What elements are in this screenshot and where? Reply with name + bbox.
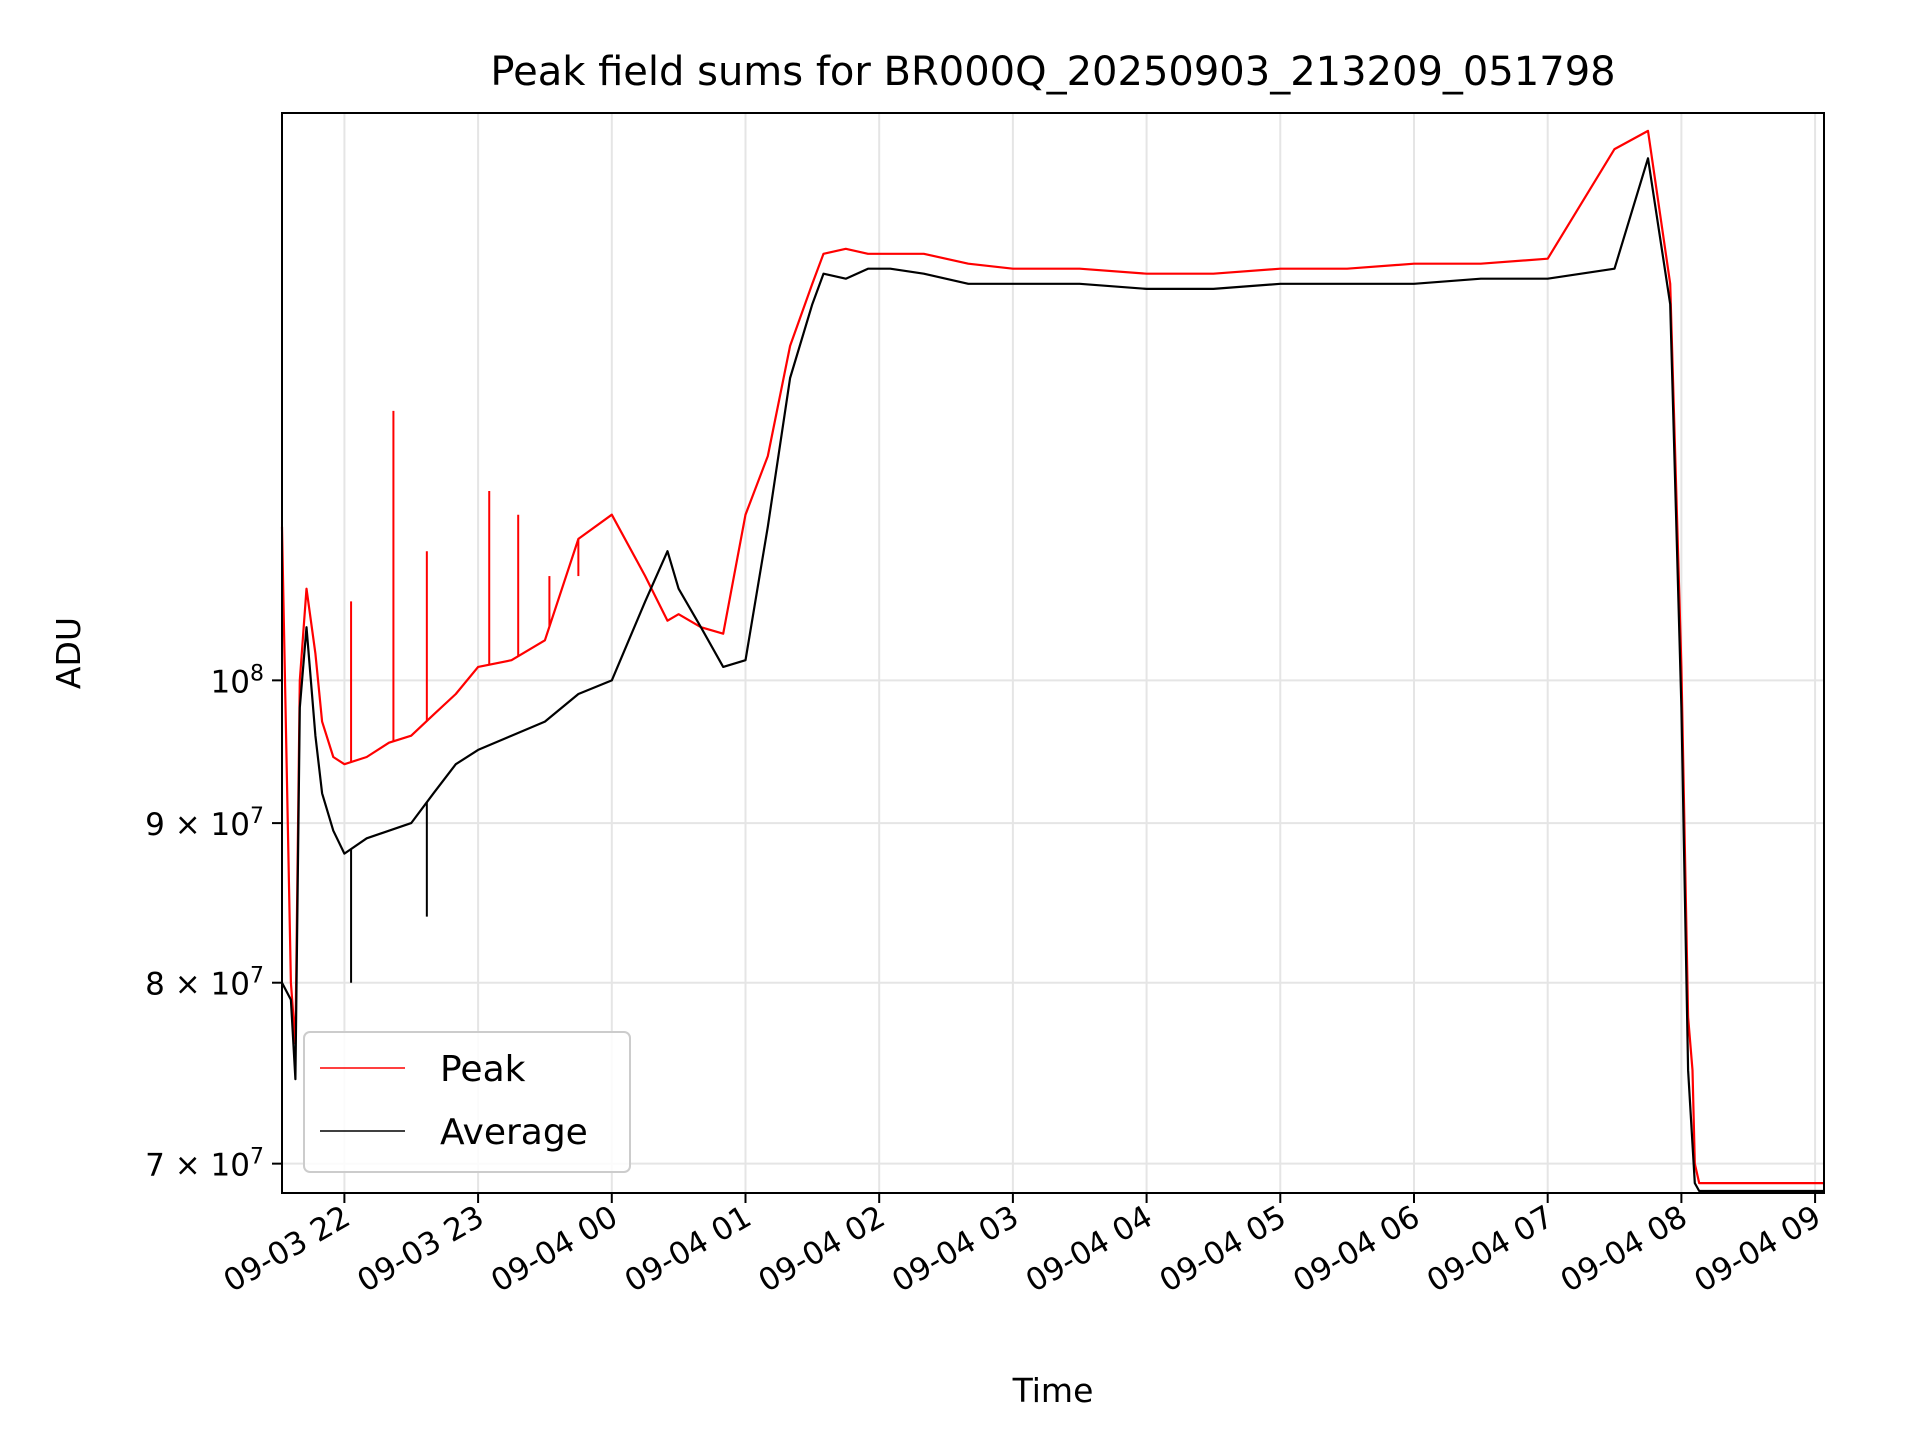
y-axis: 7 × 107 8 × 107 9 × 107 108	[145, 661, 282, 1184]
chart-title: Peak field sums for BR000Q_20250903_2132…	[490, 49, 1615, 95]
y-axis-title: ADU	[49, 617, 88, 689]
y-tick-label: 7 × 107	[145, 1144, 264, 1184]
legend-label-average: Average	[440, 1112, 588, 1153]
y-tick-label: 108	[211, 661, 264, 701]
series-line-average	[281, 157, 1824, 1193]
y-tick-label: 8 × 107	[145, 963, 264, 1003]
legend-label-peak: Peak	[440, 1049, 526, 1090]
plot-area-frame	[281, 112, 1825, 1194]
legend-box	[303, 1031, 631, 1173]
legend: Peak Average	[303, 1031, 631, 1173]
y-tick-label: 9 × 107	[145, 804, 264, 844]
series-layer	[280, 129, 1824, 1193]
series-line-peak	[280, 129, 1824, 1185]
x-axis-title: Time	[1012, 1371, 1094, 1410]
